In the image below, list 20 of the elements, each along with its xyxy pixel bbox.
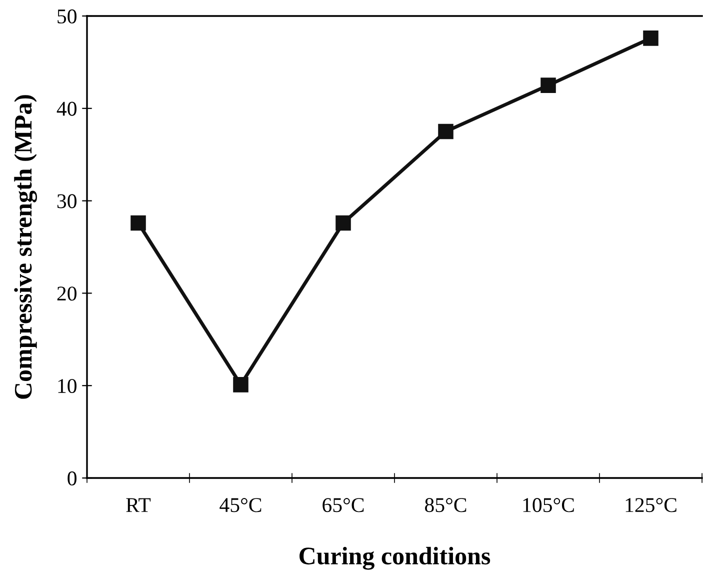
x-tick-label: 105°C	[523, 498, 574, 512]
y-tick-label: 30	[57, 194, 76, 208]
y-tick-label: 0	[68, 471, 76, 486]
point	[336, 215, 351, 231]
y-tick-label: 40	[56, 102, 76, 116]
y-tick-label: 20	[57, 286, 76, 301]
x-tick-label: 45°C	[220, 498, 262, 512]
x-tick-label: 125°C	[626, 498, 676, 512]
x-axis-title: Curing conditions	[300, 546, 490, 570]
x-tick-label: 65°C	[322, 498, 364, 512]
y-tick-label: 50	[58, 9, 76, 24]
point	[438, 124, 454, 140]
point	[130, 215, 146, 231]
y-tick-label: 10	[58, 378, 76, 394]
y-axis-title: Compressive strength (MPa)	[14, 95, 37, 399]
x-tick-label: RT	[126, 498, 151, 512]
point	[540, 78, 556, 93]
point	[643, 30, 658, 46]
x-tick-label: 85°C	[425, 498, 466, 512]
point	[233, 377, 248, 392]
